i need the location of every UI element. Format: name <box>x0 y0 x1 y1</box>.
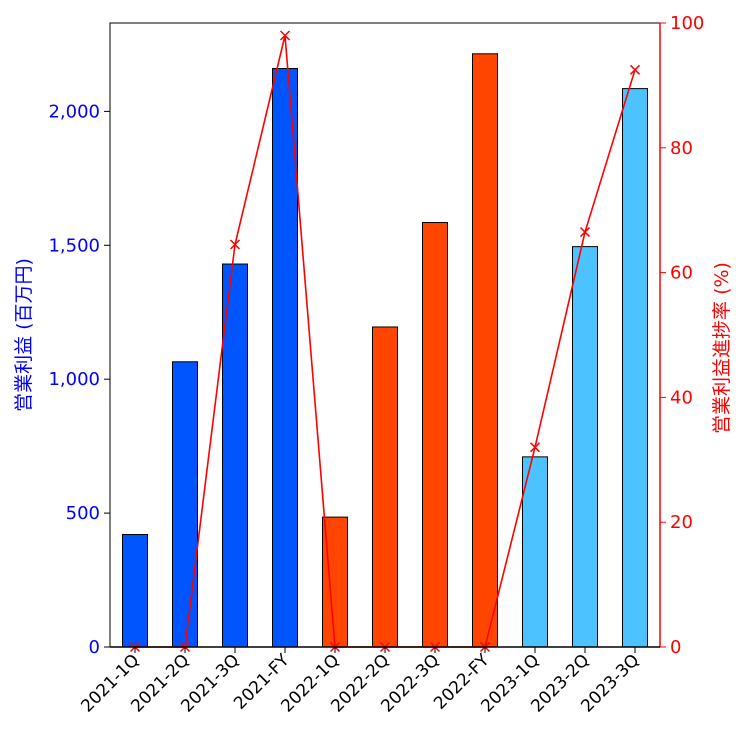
bar-2023-2Q <box>572 246 598 648</box>
bar-2021-FY <box>272 68 298 648</box>
bars-layer <box>122 53 648 648</box>
right-tick-label: 60 <box>670 263 693 284</box>
left-tick-label: 1,500 <box>48 235 100 256</box>
progress-marker-2023-1Q <box>529 442 541 453</box>
left-tick-label: 1,000 <box>48 369 100 390</box>
bar-2022-3Q <box>422 222 448 648</box>
right-tick-label: 100 <box>670 13 704 34</box>
bar-2022-FY <box>472 53 498 648</box>
bar-2021-1Q <box>122 534 148 648</box>
right-tick-label: 0 <box>670 637 681 658</box>
progress-marker-2023-3Q <box>629 64 641 75</box>
x-axis: 2021-1Q2021-2Q2021-3Q2021-FY2022-1Q2022-… <box>77 646 660 717</box>
bar-2021-3Q <box>222 263 248 648</box>
right-axis: 0 20 40 60 80 100 <box>659 13 704 658</box>
left-tick-label: 2,000 <box>48 101 100 122</box>
progress-marker-2021-3Q <box>229 239 241 250</box>
right-tick-label: 20 <box>670 512 693 533</box>
right-tick-label: 40 <box>670 387 693 408</box>
left-axis: 0 500 1,000 1,500 2,000 <box>48 23 111 658</box>
bar-2023-1Q <box>522 456 548 648</box>
right-axis-title: 営業利益進捗率 (%) <box>711 262 733 434</box>
left-tick-label: 0 <box>89 637 100 658</box>
right-tick-label: 80 <box>670 138 693 159</box>
left-tick-label: 500 <box>66 503 100 524</box>
bar-2022-2Q <box>372 326 398 648</box>
bar-2023-3Q <box>622 88 648 648</box>
progress-marker-2023-2Q <box>579 227 591 238</box>
progress-marker-2021-FY <box>279 30 291 41</box>
left-axis-title: 営業利益 (百万円) <box>13 258 35 412</box>
bar-2021-2Q <box>172 361 198 648</box>
